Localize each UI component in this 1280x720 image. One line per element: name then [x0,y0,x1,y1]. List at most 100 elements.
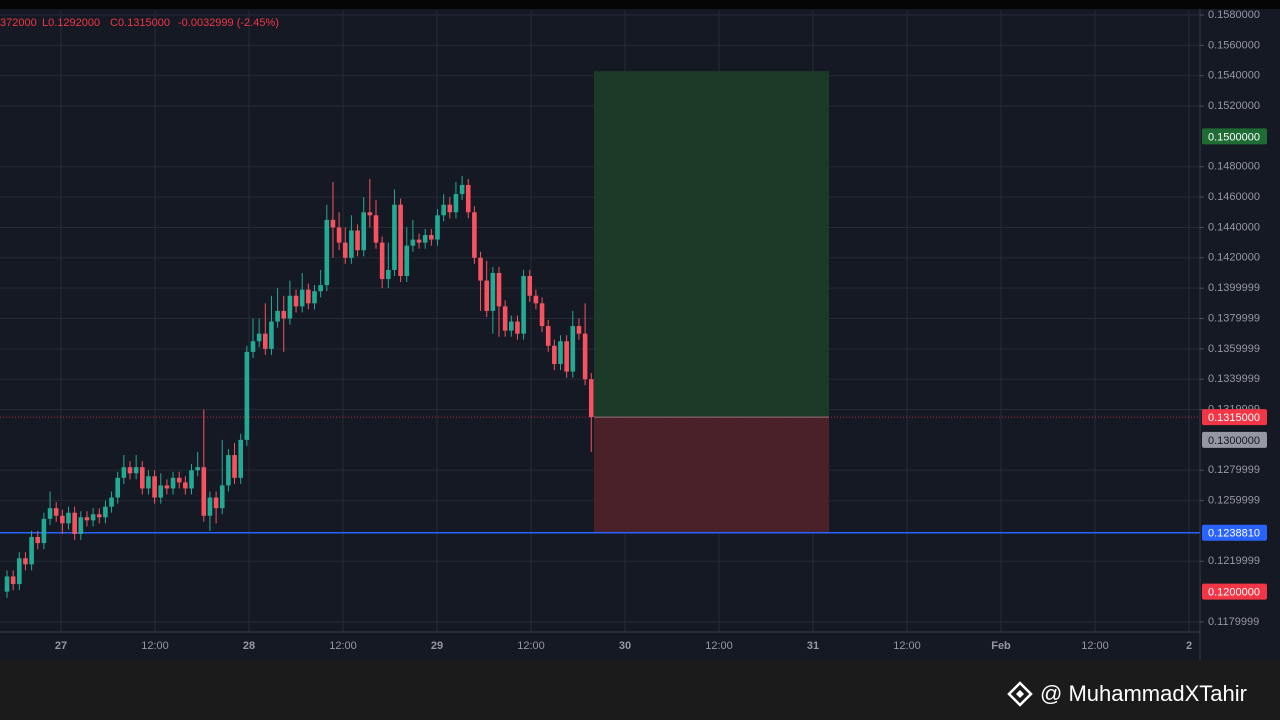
x-tick-label: 29 [431,640,443,652]
candle-body [453,194,459,213]
candle-body [41,518,47,544]
x-tick-label: 31 [807,640,819,652]
candle-body [158,485,164,498]
candle-body [250,341,256,352]
candle-body [201,467,207,516]
candle-body [558,341,563,365]
candle-body [256,333,262,342]
candle-body [379,242,385,280]
candle-body [367,212,373,216]
top-bar [0,0,1280,9]
candle-body [324,219,330,286]
price-label-box [1202,128,1267,145]
y-tick-label: 0.1399999 [1208,282,1260,294]
candle-body [90,514,96,521]
candle-body [17,558,22,585]
candle-body [127,467,133,474]
candle-body [342,242,348,258]
y-tick-label: 0.1359999 [1208,343,1260,355]
candle-body [133,467,139,474]
candle-body [84,517,90,521]
candle-body [269,321,274,349]
candle-body [386,269,391,280]
candle-body [349,230,354,258]
y-tick-label: 0.1560000 [1208,39,1260,51]
candle-body [146,476,151,489]
y-tick-label: 0.1179999 [1208,616,1259,628]
candle-body [570,326,576,372]
candle-body [422,235,428,243]
ohlc-text: L0.1292000 [42,17,100,29]
candle-body [496,272,502,307]
candle-body [4,576,10,592]
y-tick-label: 0.1440000 [1208,221,1260,233]
candle-body [441,204,446,216]
x-tick-label: 30 [619,640,631,652]
candle-body [361,212,366,251]
candle-body [189,470,194,489]
candle-body [306,289,311,304]
candle-body [484,280,489,311]
price-label: 0.1238810 [1208,528,1260,540]
price-label: 0.1500000 [1208,131,1260,143]
price-label-box [1202,524,1267,541]
candle-body [29,537,34,565]
candle-body [392,204,397,270]
candle-body [398,204,403,277]
candle-body [521,276,526,334]
candle-body [472,212,477,258]
y-tick-label: 0.1279999 [1208,464,1260,476]
candle-body [140,467,145,489]
candle-body [515,321,520,334]
candle-body [207,497,213,516]
y-tick-label: 0.1379999 [1208,312,1260,324]
candle-body [552,345,557,365]
x-tick-label: 12:00 [141,640,169,652]
x-tick-label: 12:00 [1081,640,1109,652]
candle-body [293,295,299,307]
candle-body [244,351,250,440]
candle-body [312,291,317,304]
candle-body [72,512,77,534]
candle-body [213,497,219,509]
ohlc-text: 372000 [0,17,37,29]
candle-body [47,508,53,519]
candle-body [195,467,200,471]
candle-body [176,477,182,483]
candle-body [355,230,360,251]
axes: 0.1580000 0.1560000 0.1540000 0.1520000 0.14… [0,9,1267,652]
candle-body [465,184,471,213]
candle-body [115,477,120,498]
candle-body [588,379,594,418]
candle-body [564,341,569,372]
candle-body [299,289,305,307]
y-tick-label: 0.1339999 [1208,373,1260,385]
candle-body [60,515,65,524]
candle-body [539,303,545,327]
candle-body [103,506,108,518]
candle-body [410,239,416,246]
candle-body [287,295,293,319]
watermark-icon [1007,681,1033,707]
candle-body [490,272,496,311]
y-tick-label: 0.1259999 [1208,494,1260,506]
candle-body [330,219,336,228]
x-tick-label: 27 [55,640,67,652]
x-tick-label: 28 [243,640,255,652]
candle-body [527,276,533,296]
candle-body [404,245,410,277]
candle-body [78,517,84,534]
price-label: 0.1300000 [1208,435,1260,447]
candle-body [576,326,582,334]
candle-body [232,455,237,478]
candle-body [53,508,59,516]
candle-body [533,295,539,304]
candle-body [35,537,41,544]
x-tick-label: 12:00 [705,640,733,652]
candle-body [121,467,127,478]
candle-body [429,235,434,240]
candle-body [416,239,422,243]
y-tick-label: 0.1420000 [1208,252,1260,264]
